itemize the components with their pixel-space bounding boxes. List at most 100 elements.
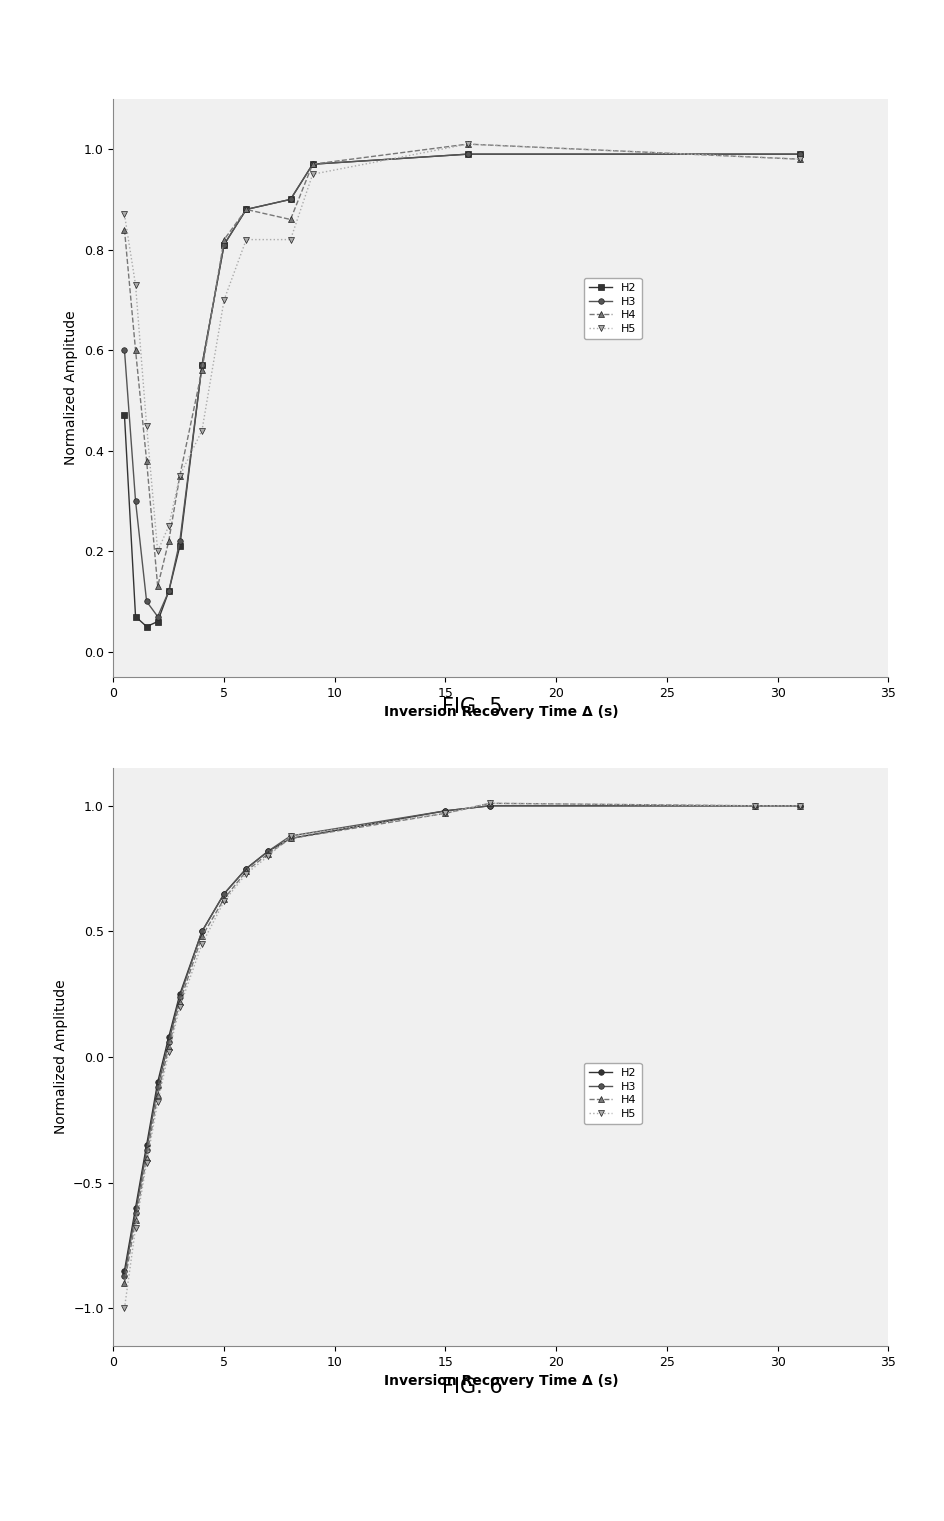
H2: [284, 829, 295, 847]
H2: [793, 797, 804, 815]
Legend: H2, H3, H4, H5: H2, H3, H4, H5: [583, 1063, 641, 1124]
H5: [163, 517, 175, 535]
H5: [793, 151, 804, 169]
Line: H4: H4: [122, 800, 801, 1287]
H2: [439, 802, 450, 820]
H2: [129, 607, 141, 625]
H5: [307, 166, 318, 184]
H2: [174, 986, 185, 1004]
X-axis label: Inversion Recovery Time Δ (s): Inversion Recovery Time Δ (s): [383, 1375, 617, 1389]
Line: H2: H2: [122, 152, 801, 630]
H5: [152, 1094, 163, 1112]
Line: H4: H4: [122, 141, 801, 589]
H2: [141, 618, 152, 636]
Line: H3: H3: [122, 152, 801, 619]
H2: [793, 144, 804, 163]
H3: [129, 1203, 141, 1221]
H4: [284, 829, 295, 847]
H4: [163, 1037, 175, 1056]
H4: [439, 805, 450, 823]
H3: [218, 885, 229, 903]
Line: H5: H5: [122, 141, 801, 554]
H3: [262, 843, 274, 861]
H4: [141, 1148, 152, 1167]
H5: [749, 797, 760, 815]
H4: [196, 928, 208, 946]
H3: [119, 1267, 130, 1285]
H2: [196, 922, 208, 940]
H4: [218, 231, 229, 249]
H3: [129, 491, 141, 510]
H2: [152, 613, 163, 631]
Line: H2: H2: [122, 803, 801, 1273]
H5: [284, 231, 295, 249]
H2: [483, 797, 495, 815]
Y-axis label: Normalized Amplitude: Normalized Amplitude: [64, 310, 78, 465]
Line: H3: H3: [122, 803, 801, 1279]
H4: [483, 794, 495, 812]
H2: [119, 1261, 130, 1279]
H4: [152, 578, 163, 596]
H4: [141, 452, 152, 470]
H4: [129, 1211, 141, 1229]
H2: [262, 843, 274, 861]
H5: [119, 1299, 130, 1317]
H3: [793, 144, 804, 163]
H2: [129, 1199, 141, 1217]
H4: [262, 844, 274, 862]
H4: [119, 1275, 130, 1293]
H3: [174, 532, 185, 551]
H3: [163, 1033, 175, 1051]
H3: [241, 201, 252, 219]
H5: [284, 827, 295, 846]
H5: [152, 541, 163, 560]
Text: FIG. 5: FIG. 5: [442, 697, 502, 718]
H2: [163, 583, 175, 601]
H5: [218, 893, 229, 911]
H5: [218, 291, 229, 309]
H4: [241, 201, 252, 219]
H4: [129, 341, 141, 359]
H3: [284, 827, 295, 846]
H3: [119, 341, 130, 359]
H2: [218, 236, 229, 254]
Legend: H2, H3, H4, H5: H2, H3, H4, H5: [583, 278, 641, 339]
H4: [218, 890, 229, 908]
H4: [749, 797, 760, 815]
H3: [174, 987, 185, 1005]
H5: [241, 231, 252, 249]
H3: [439, 802, 450, 820]
H5: [174, 467, 185, 485]
H4: [284, 210, 295, 228]
H4: [241, 862, 252, 881]
H5: [483, 794, 495, 812]
H5: [462, 135, 473, 154]
H4: [174, 993, 185, 1011]
H3: [218, 236, 229, 254]
H5: [196, 421, 208, 440]
H3: [152, 1078, 163, 1097]
H3: [307, 155, 318, 173]
H5: [163, 1043, 175, 1062]
H3: [163, 583, 175, 601]
H5: [141, 417, 152, 435]
H2: [163, 1028, 175, 1046]
H3: [152, 607, 163, 625]
H5: [262, 847, 274, 865]
H2: [119, 406, 130, 424]
H5: [793, 797, 804, 815]
H5: [196, 935, 208, 954]
Text: FIG. 6: FIG. 6: [442, 1377, 502, 1398]
H2: [462, 144, 473, 163]
H2: [141, 1136, 152, 1154]
H5: [129, 1218, 141, 1237]
H4: [196, 360, 208, 379]
Y-axis label: Normalized Amplitude: Normalized Amplitude: [54, 980, 68, 1135]
H5: [439, 805, 450, 823]
H3: [284, 190, 295, 208]
H3: [793, 797, 804, 815]
X-axis label: Inversion Recovery Time Δ (s): Inversion Recovery Time Δ (s): [383, 706, 617, 719]
H5: [119, 205, 130, 224]
H3: [141, 1141, 152, 1159]
H2: [218, 885, 229, 903]
